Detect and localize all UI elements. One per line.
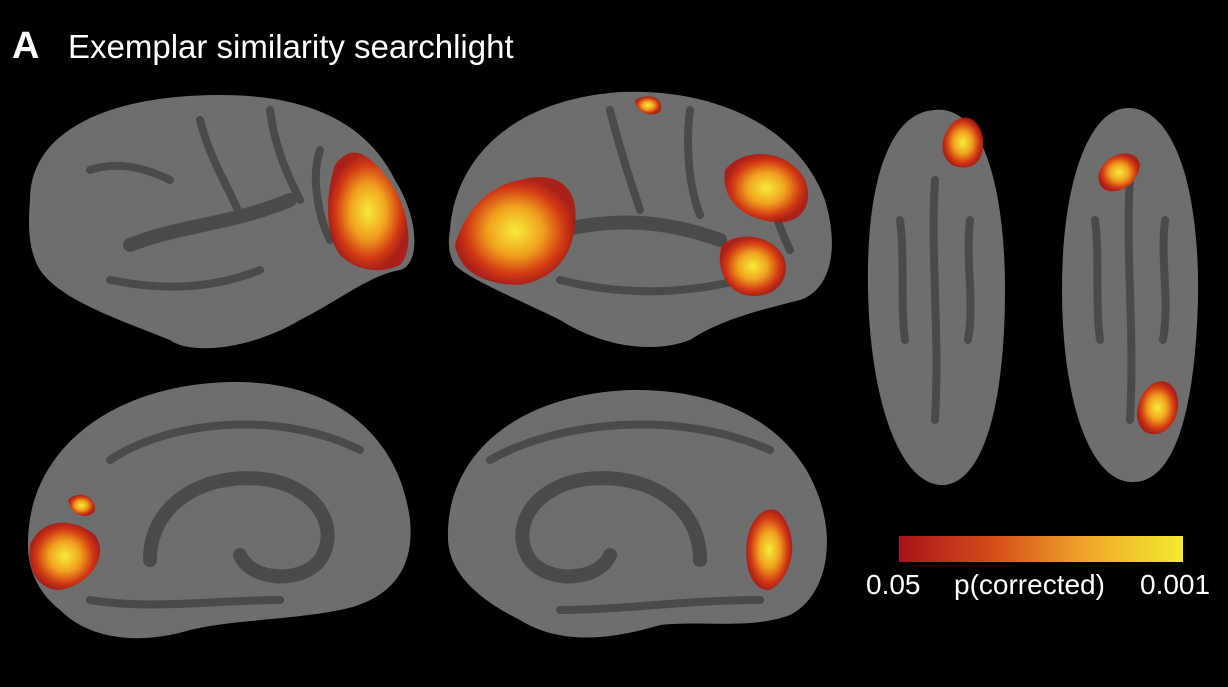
brain-lateral-left (29, 95, 415, 349)
brain-medial-right (447, 389, 827, 638)
brain-ventral (1062, 107, 1199, 483)
colorbar (899, 536, 1183, 562)
colorbar-min-label: 0.05 (866, 569, 921, 600)
brain-lateral-right (448, 91, 832, 348)
colorbar-max-label: 0.001 (1140, 569, 1210, 600)
brain-dorsal (867, 109, 1005, 486)
colorbar-label: p(corrected) (954, 569, 1105, 600)
brain-medial-left (27, 381, 411, 639)
figure-title: Exemplar similarity searchlight (68, 28, 514, 65)
panel-label: A (12, 25, 39, 67)
